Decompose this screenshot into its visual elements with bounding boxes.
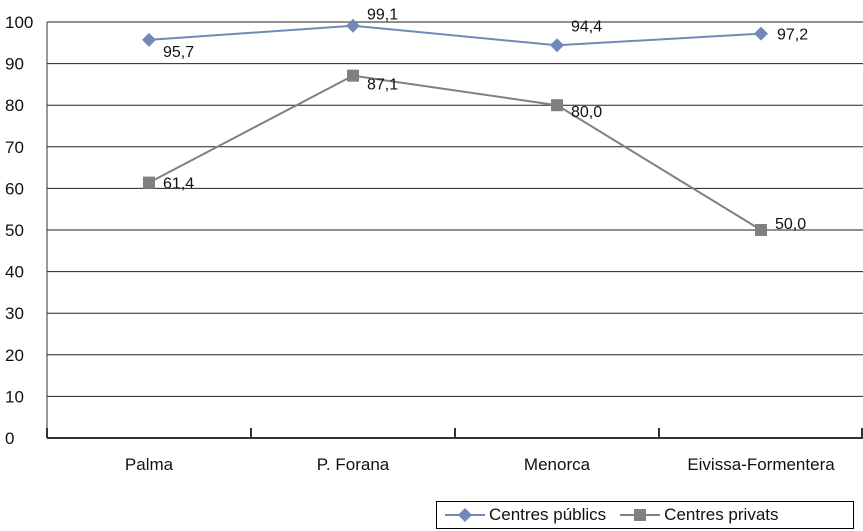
legend-diamond-line-icon <box>445 508 485 522</box>
marker-series-1-point-3 <box>755 224 767 236</box>
data-label-series-1-point-2: 80,0 <box>571 104 602 121</box>
y-tick-label-70: 70 <box>5 138 24 157</box>
y-tick-label-20: 20 <box>5 346 24 365</box>
data-label-series-0-point-3: 97,2 <box>777 27 808 44</box>
marker-series-0-point-0 <box>142 32 156 47</box>
x-axis <box>46 22 863 439</box>
data-label-series-1-point-1: 87,1 <box>367 77 398 94</box>
marker-series-1-point-0 <box>143 176 155 189</box>
y-tick-label-0: 0 <box>5 429 14 448</box>
y-tick-label-80: 80 <box>5 96 24 115</box>
legend: Centres públics Centres privats <box>436 501 854 529</box>
y-tick-label-60: 60 <box>5 179 24 198</box>
legend-label-series-1: Centres privats <box>664 505 779 524</box>
y-tick-label-30: 30 <box>5 304 24 323</box>
series-group <box>142 18 768 236</box>
y-axis-tick-labels: 0 10 20 30 40 50 60 70 80 90 100 <box>5 13 33 448</box>
data-labels: 95,7 99,1 94,4 97,2 61,4 87,1 80,0 50,0 <box>163 7 808 233</box>
data-label-series-0-point-1: 99,1 <box>367 7 398 24</box>
data-label-series-0-point-2: 94,4 <box>571 18 602 35</box>
series-line-0 <box>148 24 762 47</box>
series-line-1 <box>148 74 762 231</box>
legend-item-series-1: Centres privats <box>620 505 779 525</box>
y-tick-label-50: 50 <box>5 221 24 240</box>
x-axis-tick-labels: Palma P. Forana Menorca Eivissa-Formentera <box>125 455 835 474</box>
x-tick-label-1: P. Forana <box>317 455 390 474</box>
x-tick-label-2: Menorca <box>524 455 591 474</box>
y-tick-label-100: 100 <box>5 13 33 32</box>
marker-series-1-point-2 <box>551 99 563 112</box>
data-label-series-1-point-3: 50,0 <box>775 216 806 233</box>
legend-square-line-icon <box>620 509 661 521</box>
x-tick-label-0: Palma <box>125 455 174 474</box>
data-label-series-0-point-0: 95,7 <box>163 44 194 61</box>
y-tick-label-40: 40 <box>5 263 24 282</box>
data-label-series-1-point-0: 61,4 <box>163 176 194 193</box>
legend-label-series-0: Centres públics <box>489 505 607 524</box>
x-tick-label-3: Eivissa-Formentera <box>687 455 835 474</box>
gridlines <box>47 21 863 397</box>
marker-series-1-point-1 <box>347 69 359 82</box>
marker-series-0-point-2 <box>550 38 564 53</box>
marker-series-0-point-1 <box>346 18 360 33</box>
y-tick-label-10: 10 <box>5 387 24 406</box>
marker-series-0-point-3 <box>754 26 768 41</box>
y-tick-label-90: 90 <box>5 55 24 74</box>
legend-item-series-0: Centres públics <box>445 505 606 525</box>
